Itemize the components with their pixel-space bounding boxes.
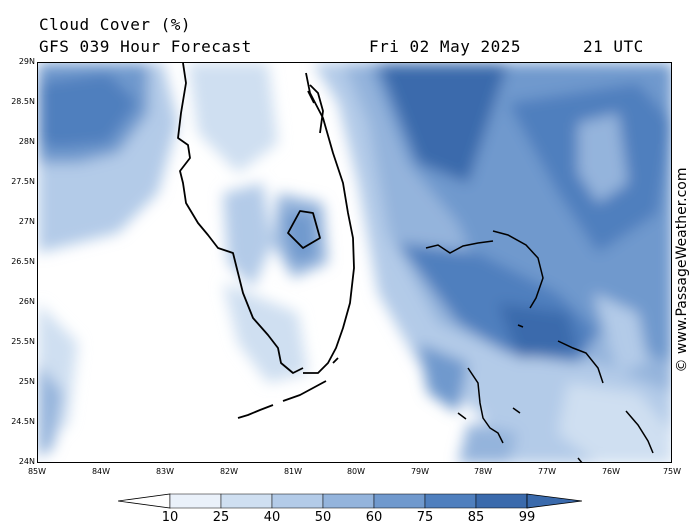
cloud-region (188, 63, 278, 173)
forecast-time: 21 UTC (583, 37, 644, 56)
cloud-region (38, 73, 138, 148)
florida-keys (237, 357, 339, 419)
colorbar (118, 493, 582, 509)
lat-tick: 26.5N (11, 257, 35, 266)
lat-tick: 24.5N (11, 417, 35, 426)
colorbar-label: 50 (314, 510, 332, 525)
colorbar-label: 99 (518, 510, 536, 525)
colorbar-label: 25 (212, 510, 230, 525)
lon-tick: 81W (283, 467, 303, 476)
colorbar-label: 10 (161, 510, 179, 525)
lon-tick: 84W (91, 467, 111, 476)
eleuthera (557, 340, 604, 384)
lon-tick: 80W (346, 467, 366, 476)
lat-tick: 27.5N (11, 177, 35, 186)
bahamas (425, 230, 654, 462)
lat-tick: 28.5N (11, 97, 35, 106)
lon-tick: 79W (410, 467, 430, 476)
lat-tick: 27N (18, 217, 35, 226)
abaco (492, 230, 544, 309)
cloud-cover-map (37, 62, 672, 463)
cloud-region (593, 293, 648, 373)
cloud-region (578, 113, 628, 203)
colorbar-min-arrow (118, 493, 171, 509)
forecast-date: Fri 02 May 2025 (369, 37, 521, 56)
lon-tick: 77W (537, 467, 557, 476)
colorbar-cell (271, 493, 324, 509)
colorbar-label: 40 (263, 510, 281, 525)
florida-east-coast (303, 72, 355, 374)
lake-okeechobee (287, 210, 321, 249)
lat-tick: 29N (18, 57, 35, 66)
colorbar-cell (169, 493, 222, 509)
colorbar-cell (475, 493, 528, 509)
map-title: Cloud Cover (%) (39, 15, 191, 34)
colorbar-cell (322, 493, 375, 509)
lon-tick: 76W (601, 467, 621, 476)
cloud-region (458, 423, 518, 462)
colorbar-label: 60 (365, 510, 383, 525)
coastline (177, 63, 355, 419)
lat-tick: 26N (18, 297, 35, 306)
cloud-region (498, 303, 578, 358)
lon-tick: 83W (155, 467, 175, 476)
lat-tick: 24N (18, 457, 35, 466)
cloud-region (38, 363, 63, 458)
space-coast (307, 84, 324, 134)
grand-bahama (425, 240, 494, 254)
cloud-region (378, 63, 508, 183)
lat-tick: 25.5N (11, 337, 35, 346)
colorbar-label: 85 (467, 510, 485, 525)
cloud-region (418, 343, 468, 413)
colorbar-max-arrow (526, 493, 582, 509)
colorbar-cell (424, 493, 477, 509)
lon-tick: 85W (27, 467, 47, 476)
colorbar-label: 75 (416, 510, 434, 525)
islet (457, 324, 583, 462)
colorbar-cell (220, 493, 273, 509)
lon-tick: 75W (662, 467, 682, 476)
map-canvas (38, 63, 671, 462)
florida-west-coast (177, 63, 304, 374)
lat-tick: 28N (18, 137, 35, 146)
forecast-label: GFS 039 Hour Forecast (39, 37, 252, 56)
lat-tick: 25N (18, 377, 35, 386)
passageweather-credit: © www.PassageWeather.com (674, 167, 690, 373)
cloud-field (38, 63, 671, 462)
exuma (625, 410, 654, 454)
cloud-region (558, 383, 671, 462)
andros (467, 367, 504, 444)
lon-tick: 82W (219, 467, 239, 476)
colorbar-cell (373, 493, 426, 509)
cloud-region (223, 183, 273, 288)
lon-tick: 78W (473, 467, 493, 476)
